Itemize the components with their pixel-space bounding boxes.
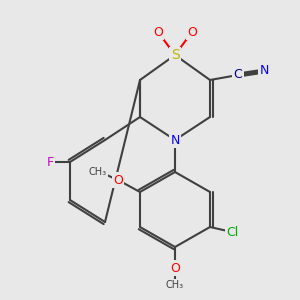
- Text: CH₃: CH₃: [166, 280, 184, 290]
- Text: C: C: [234, 68, 242, 82]
- Text: CH₃: CH₃: [89, 167, 107, 177]
- Text: Cl: Cl: [226, 226, 238, 238]
- Text: O: O: [113, 173, 123, 187]
- Text: O: O: [170, 262, 180, 275]
- Text: O: O: [153, 26, 163, 38]
- Text: N: N: [259, 64, 269, 76]
- Text: N: N: [170, 134, 180, 146]
- Text: F: F: [46, 155, 54, 169]
- Text: S: S: [171, 48, 179, 62]
- Text: O: O: [187, 26, 197, 38]
